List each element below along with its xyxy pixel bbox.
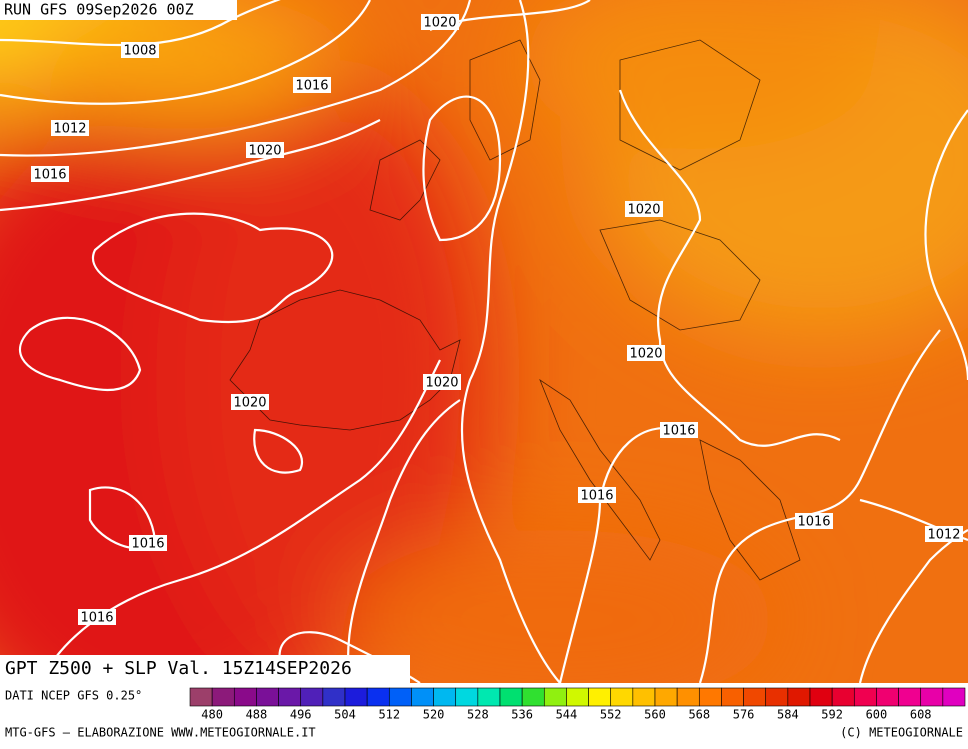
colorbar-swatch	[809, 687, 833, 707]
colorbar-tick-label: 560	[644, 708, 666, 722]
colorbar: 480 488 496 504 512 520 528 536 544 552 560 568 576 5…	[189, 687, 966, 722]
colorbar-swatch	[853, 687, 877, 707]
colorbar-swatch	[765, 687, 789, 707]
isobar-label-box	[31, 166, 69, 182]
isobar-label: 1016	[797, 515, 830, 530]
colorbar-swatch	[433, 687, 457, 707]
isobar-label: 1020	[423, 16, 456, 31]
colorbar-tick-label: 520	[423, 708, 445, 722]
isobar-label-box	[421, 14, 459, 30]
isobar-label: 1016	[33, 168, 66, 183]
colorbar-swatch	[322, 687, 346, 707]
colorbar-swatch	[499, 687, 523, 707]
isobar-label: 1020	[248, 144, 281, 159]
colorbar-swatch	[942, 687, 966, 707]
colorbar-swatch	[721, 687, 744, 707]
colorbar-tick-label: 552	[600, 708, 622, 722]
isobar-label: 1020	[233, 396, 266, 411]
colorbar-swatch	[566, 687, 589, 707]
colorbar-tick-label: 568	[688, 708, 710, 722]
colorbar-swatch	[455, 687, 479, 707]
isobar-label-box	[293, 77, 331, 93]
isobar-label: 1020	[627, 203, 660, 218]
colorbar-tick-label: 480	[201, 708, 223, 722]
isobar-label: 1008	[123, 44, 156, 59]
colorbar-tick-label: 504	[334, 708, 356, 722]
isobar-label: 1016	[580, 489, 613, 504]
colorbar-tick-label: 584	[777, 708, 799, 722]
isobar-label: 1016	[662, 424, 695, 439]
coastlines	[229, 39, 801, 581]
colorbar-swatch	[920, 687, 944, 707]
isobar-label-box	[121, 42, 159, 58]
colorbar-swatch	[588, 687, 612, 707]
isobar-label-box	[627, 345, 665, 361]
colorbar-swatch	[477, 687, 501, 707]
colorbar-swatch	[300, 687, 324, 707]
colorbar-swatch	[831, 687, 855, 707]
colorbar-tick-label: 608	[910, 708, 932, 722]
isobar-label-box	[231, 394, 269, 410]
isobar-label: 1012	[927, 528, 960, 543]
colorbar-swatch	[632, 687, 656, 707]
footer-right: (C) METEOGIORNALE	[840, 726, 963, 740]
colorbar-swatch	[411, 687, 434, 707]
isobar-label-box	[660, 422, 698, 438]
colorbar-swatch	[233, 687, 257, 707]
colorbar-swatch	[278, 687, 302, 707]
colorbar-swatch	[521, 687, 545, 707]
title-box	[0, 655, 410, 683]
colorbar-tick-label: 592	[821, 708, 843, 722]
isobar-label-box	[246, 142, 284, 158]
isobar-labels: 1020 1008 1016 1012 1020 1016 1020 1020 1020 1020…	[31, 14, 963, 626]
colorbar-swatch	[698, 687, 722, 707]
colorbar-swatch	[189, 687, 213, 707]
isobar-label: 1020	[425, 376, 458, 391]
colorbar-tick-label: 536	[511, 708, 533, 722]
isobar-label-box	[925, 526, 963, 542]
colorbar-tick-label: 600	[866, 708, 888, 722]
run-label: RUN GFS 09Sep2026 00Z	[4, 1, 194, 19]
isobar-label: 1020	[629, 347, 662, 362]
map-title: GPT Z500 + SLP Val. 15Z14SEP2026	[5, 658, 352, 679]
colorbar-swatch	[676, 687, 700, 707]
colorbar-swatch	[654, 687, 678, 707]
isobar-label-box	[578, 487, 616, 503]
colorbar-tick-label: 488	[246, 708, 268, 722]
colorbar-swatch	[256, 687, 279, 707]
colorbar-swatch	[743, 687, 767, 707]
colorbar-swatch	[366, 687, 390, 707]
colorbar-swatch	[388, 687, 412, 707]
colorbar-swatch	[787, 687, 811, 707]
isobar-label: 1016	[295, 79, 328, 94]
colorbar-swatch	[543, 687, 567, 707]
colorbar-tick-label: 496	[290, 708, 312, 722]
isobar-label-box	[51, 120, 89, 136]
isobar-label: 1016	[131, 537, 164, 552]
isobar-label-box	[129, 535, 167, 551]
colorbar-swatch	[610, 687, 634, 707]
colorbar-swatch	[211, 687, 235, 707]
isobar-label-box	[625, 201, 663, 217]
colorbar-swatch	[876, 687, 899, 707]
run-box	[0, 0, 237, 20]
colorbar-tick-label: 528	[467, 708, 489, 722]
isobar-label-box	[423, 374, 461, 390]
isobar-label-box	[795, 513, 833, 529]
isobar-label: 1012	[53, 122, 86, 137]
isobar-label: 1016	[80, 611, 113, 626]
colorbar-tick-label: 512	[378, 708, 400, 722]
colorbar-caption: DATI NCEP GFS 0.25°	[5, 689, 142, 703]
colorbar-swatch	[898, 687, 922, 707]
footer-left: MTG-GFS — ELABORAZIONE WWW.METEOGIORNALE…	[5, 726, 316, 740]
isobar-label-box	[78, 609, 116, 625]
colorbar-swatch	[344, 687, 368, 707]
colorbar-tick-label: 576	[733, 708, 755, 722]
colorbar-tick-label: 544	[556, 708, 578, 722]
